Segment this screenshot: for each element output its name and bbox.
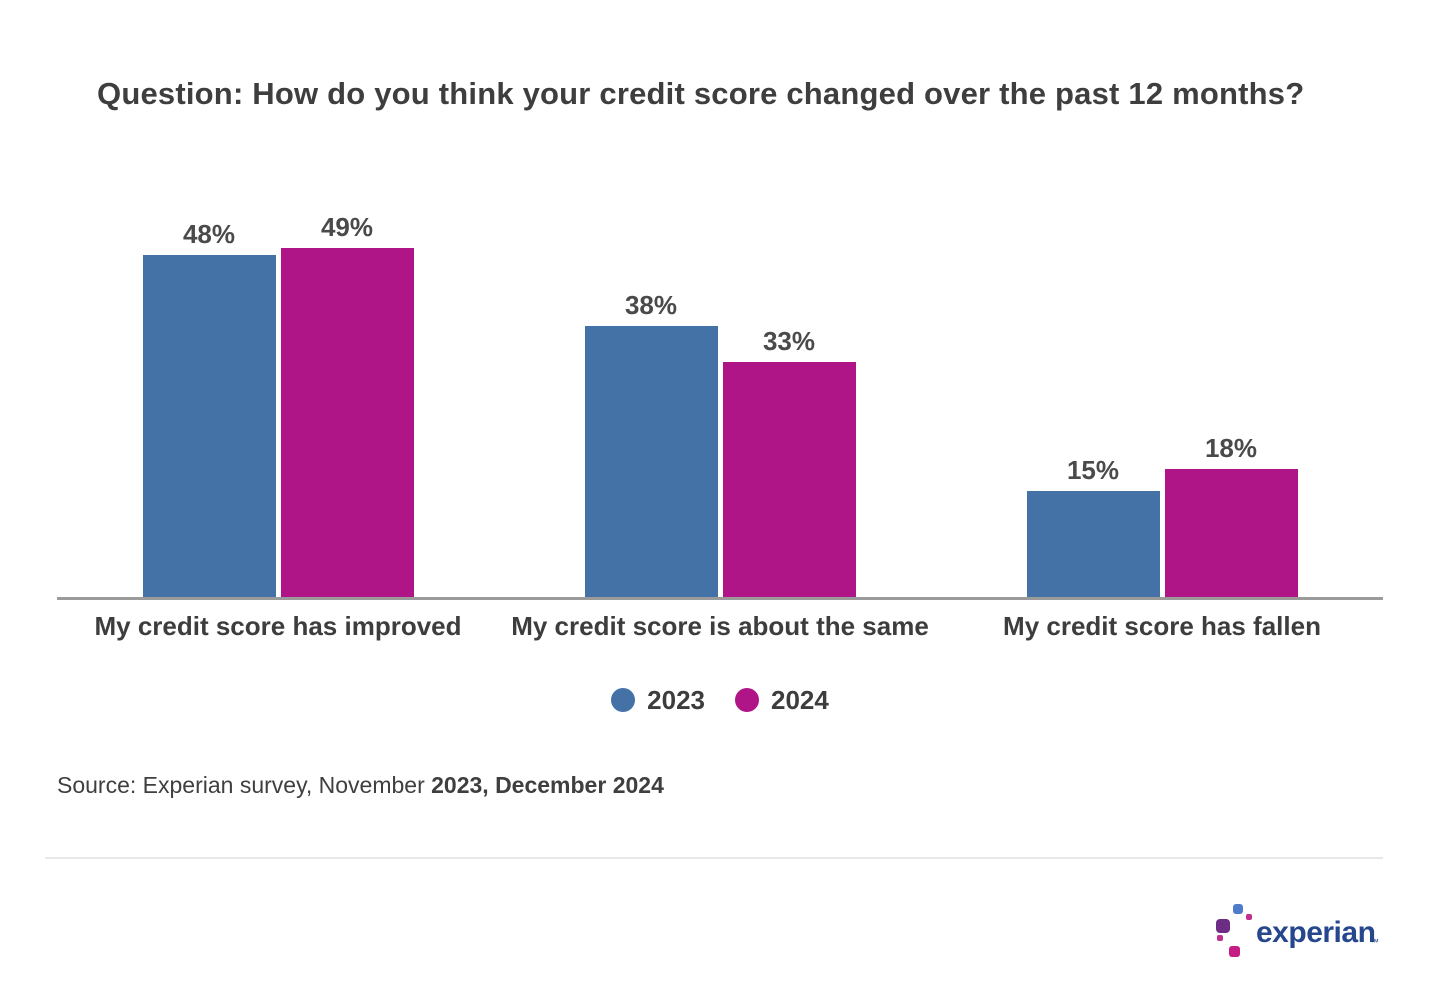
bar-column-2023-1: 38% — [584, 290, 718, 598]
category-label-0: My credit score has improved — [94, 611, 462, 641]
bar-group-2: 15% 18% — [941, 190, 1383, 598]
logo-pink-square-top-icon — [1246, 914, 1252, 920]
bar-column-2023-0: 48% — [142, 219, 276, 598]
bar-group-0: 48% 49% — [57, 190, 499, 598]
chart-legend: 2023 2024 — [57, 685, 1383, 716]
experian-logo-text: experian — [1256, 916, 1376, 949]
category-label-1: My credit score is about the same — [511, 611, 929, 641]
value-label-2024-1: 33% — [762, 326, 816, 357]
experian-logo: experian ™ — [1212, 896, 1387, 964]
logo-pink-square-left-icon — [1217, 935, 1223, 941]
bar-2024-1 — [722, 362, 856, 598]
legend-label-2023: 2023 — [647, 684, 705, 715]
value-label-2023-2: 15% — [1066, 455, 1120, 486]
logo-blue-square-icon — [1233, 904, 1243, 914]
bar-column-2024-0: 49% — [280, 212, 414, 598]
legend-item-2024: 2024 — [735, 685, 829, 716]
x-axis-line — [57, 597, 1383, 600]
source-note: Source: Experian survey, November 2023, … — [57, 772, 664, 799]
source-note-regular: Source: Experian survey, November — [57, 772, 432, 798]
bar-column-2023-2: 15% — [1026, 455, 1160, 598]
value-label-2024-2: 18% — [1204, 433, 1258, 464]
logo-purple-square-icon — [1216, 919, 1230, 933]
legend-dot-icon — [735, 688, 759, 712]
value-label-2023-1: 38% — [624, 290, 678, 321]
source-note-bold: 2023, December 2024 — [431, 772, 664, 798]
chart-title: Question: How do you think your credit s… — [97, 76, 1305, 111]
value-label-2024-0: 49% — [320, 212, 374, 243]
trademark-symbol: ™ — [1370, 937, 1379, 947]
category-label-2: My credit score has fallen — [1003, 611, 1321, 641]
bar-2023-0 — [142, 255, 276, 598]
legend-label-2024: 2024 — [771, 684, 829, 715]
bar-2023-1 — [584, 326, 718, 598]
bar-2024-0 — [280, 248, 414, 598]
legend-dot-icon — [611, 688, 636, 712]
logo-pink-square-bottom-icon — [1229, 946, 1240, 957]
legend-item-2023: 2023 — [611, 685, 705, 716]
bar-2024-2 — [1164, 469, 1298, 598]
bar-chart-plot-area: 48% 49% 38% 33% 15% 18% — [57, 190, 1383, 598]
bar-group-1: 38% 33% — [499, 190, 941, 598]
bar-column-2024-2: 18% — [1164, 433, 1298, 598]
footer-divider — [45, 857, 1383, 859]
value-label-2023-0: 48% — [182, 219, 236, 250]
bar-2023-2 — [1026, 491, 1160, 598]
category-axis-labels: My credit score has improved My credit sc… — [57, 611, 1383, 642]
bar-column-2024-1: 33% — [722, 326, 856, 598]
